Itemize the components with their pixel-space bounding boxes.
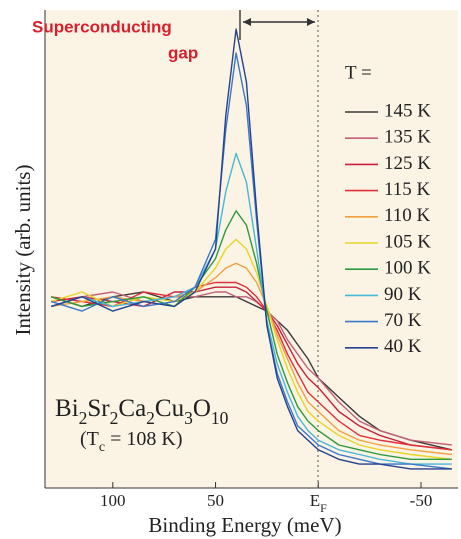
y-axis-label: Intensity (arb. units) [11, 165, 35, 336]
compound: Bi2Sr2Ca2Cu3O10 [55, 395, 229, 428]
lines [50, 28, 452, 470]
legend-label: 135 K [384, 127, 431, 148]
x-tick-label: 50 [207, 491, 224, 510]
legend-label: 90 K [384, 284, 422, 305]
line [50, 152, 452, 465]
x-tick-label: -50 [410, 491, 433, 510]
legend-label: 115 K [384, 179, 431, 200]
legend-label: 125 K [384, 153, 431, 174]
line [50, 291, 452, 451]
legend-label: 105 K [384, 231, 431, 252]
x-axis-label: Binding Energy (meV) [148, 513, 341, 537]
plot-background [45, 10, 458, 488]
legend-label: 70 K [384, 310, 422, 331]
legend-label: 145 K [384, 100, 431, 121]
gap-arrow-heads [243, 18, 315, 26]
legend-label: 100 K [384, 258, 431, 279]
annotation: Superconducting [32, 17, 172, 36]
line [50, 28, 452, 470]
x-tick-label: EF [310, 491, 327, 515]
line [51, 281, 452, 451]
annotation: gap [168, 43, 198, 62]
legend-title: T = [345, 62, 372, 83]
x-tick-label: 100 [100, 491, 126, 510]
legend-label: 40 K [384, 336, 422, 357]
legend-label: 110 K [384, 205, 431, 226]
tc-label: (Tc = 108 K) [80, 428, 183, 455]
